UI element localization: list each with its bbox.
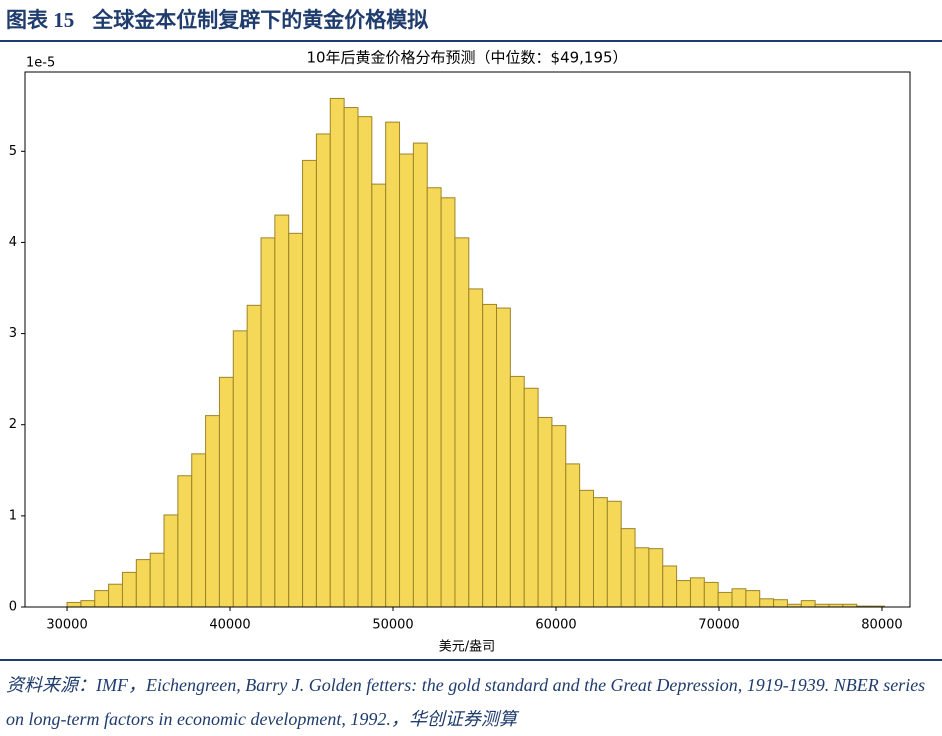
bar [232, 330, 248, 608]
bar [302, 159, 317, 608]
bar [592, 497, 608, 608]
bar [315, 133, 331, 608]
bar [509, 375, 525, 608]
bar [496, 307, 511, 608]
bar [343, 107, 359, 608]
bar [440, 197, 456, 608]
bar [357, 116, 373, 608]
bar [412, 142, 428, 608]
bar [454, 237, 470, 608]
bar [606, 500, 622, 608]
chart-title: 10年后黄金价格分布预测（中位数：$49,195） [306, 49, 627, 67]
bar [426, 187, 442, 608]
x-axis-label: 美元/盎司 [439, 640, 495, 655]
x-tick-label: 60000 [535, 618, 576, 633]
x-tick-label: 30000 [46, 618, 87, 633]
bar [260, 237, 276, 608]
bar [80, 600, 96, 608]
chart: 10年后黄金价格分布预测（中位数：$49,195） 1e-5 美元/盎司 0 1 2… [0, 40, 942, 661]
x-tick-label: 80000 [861, 618, 902, 633]
bar [689, 577, 705, 608]
bar [135, 559, 151, 608]
bar [399, 153, 414, 608]
bar [482, 303, 498, 608]
bar [648, 548, 664, 608]
bar [537, 416, 553, 608]
bar [662, 565, 678, 608]
bar [676, 580, 691, 608]
plot-frame [24, 71, 911, 608]
bar [800, 600, 816, 608]
source-note: 资料来源：IMF，Eichengreen, Barry J. Golden fe… [6, 675, 926, 729]
y-offset-label: 1e-5 [26, 56, 55, 71]
bar [94, 590, 110, 608]
bar [745, 590, 761, 608]
bar [177, 475, 193, 608]
bar [551, 425, 567, 608]
x-tick-label: 50000 [372, 618, 413, 633]
x-tick-label: 40000 [209, 618, 250, 633]
bar [121, 571, 137, 608]
bar [149, 552, 165, 608]
bar [246, 304, 262, 608]
bar [371, 183, 387, 608]
y-tick-label: 3 [9, 326, 17, 341]
bar [523, 387, 539, 608]
bar [288, 232, 304, 608]
bar [205, 415, 220, 608]
bar [66, 601, 82, 608]
bar [385, 121, 401, 608]
bar [274, 214, 290, 608]
bar [773, 599, 788, 608]
bar [731, 588, 747, 608]
figure-title: 全球金本位制复辟下的黄金价格模拟 [92, 8, 429, 32]
bar [620, 528, 636, 608]
header: 图表 15 全球金本位制复辟下的黄金价格模拟 [6, 4, 446, 34]
y-tick-label: 2 [9, 417, 17, 432]
bar [717, 591, 733, 608]
figure-label: 图表 15 [6, 8, 75, 32]
y-tick-label: 5 [9, 144, 17, 159]
bar [759, 598, 775, 608]
x-tick-label: 70000 [698, 618, 739, 633]
bar [565, 463, 581, 608]
bar [163, 514, 179, 608]
bar [703, 581, 719, 608]
y-tick-label: 4 [9, 235, 17, 250]
bar [579, 489, 594, 608]
bar [468, 288, 484, 608]
y-tick-label: 0 [9, 600, 17, 615]
bar [108, 583, 123, 608]
bar [634, 547, 650, 608]
y-tick-label: 1 [9, 508, 17, 523]
bar [191, 453, 207, 608]
bar [329, 97, 345, 608]
bar [218, 376, 234, 608]
